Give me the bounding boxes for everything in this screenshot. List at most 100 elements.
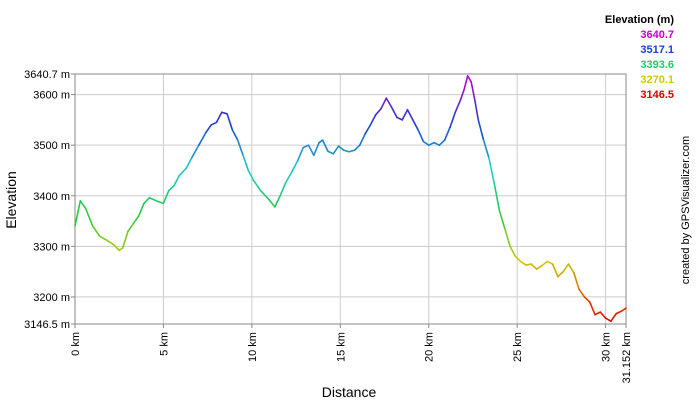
elevation-segment [525, 263, 533, 266]
elevation-segment [541, 260, 549, 267]
elevation-segment [610, 312, 618, 323]
elevation-segment [307, 144, 315, 157]
elevation-segment [374, 107, 382, 116]
y-tick-label: 3300 m [33, 241, 70, 253]
y-axis-ticks: 3640.7 m 3600 m 3500 m 3400 m 3300 m 3200 m 31… [24, 69, 75, 331]
elevation-segment [98, 235, 108, 242]
legend-value: 3517.1 [640, 44, 674, 56]
color-legend: Elevation (m) 3640.7 3517.1 3393.6 3270.1 31… [605, 13, 674, 103]
elevation-segment [332, 145, 340, 155]
elevation-segment [205, 124, 212, 134]
elevation-segment [433, 141, 441, 146]
elevation-segment [132, 215, 140, 225]
elevation-line [74, 75, 627, 323]
elevation-segment [291, 159, 299, 172]
elevation-segment [226, 113, 234, 131]
elevation-segment [406, 108, 414, 121]
elevation-segment [252, 179, 262, 192]
elevation-segment [364, 124, 372, 135]
elevation-segment [91, 225, 101, 238]
elevation-segment [178, 167, 188, 177]
elevation-segment [459, 88, 465, 101]
legend-value: 3146.5 [640, 89, 674, 101]
elevation-segment [604, 317, 612, 323]
elevation-segment [137, 202, 145, 217]
elevation-segment [198, 131, 207, 146]
elevation-segment [343, 149, 350, 153]
elevation-segment [422, 140, 430, 146]
elevation-segment [551, 263, 559, 278]
elevation-segment [567, 263, 575, 274]
elevation-segment [185, 157, 193, 169]
elevation-segment [247, 169, 255, 182]
y-axis-label: Elevation [3, 171, 19, 229]
elevation-segment [546, 260, 554, 265]
elevation-segment [498, 210, 506, 230]
x-axis-ticks: 0 km 5 km 10 km 15 km 20 km 25 km 30 km 31.152 … [70, 324, 633, 383]
elevation-segment [557, 270, 564, 278]
elevation-segment [173, 174, 181, 187]
elevation-segment [113, 244, 121, 252]
elevation-segment [79, 200, 87, 210]
elevation-segment [493, 182, 501, 212]
elevation-segment [438, 139, 446, 146]
elevation-segment [84, 207, 94, 227]
elevation-segment [578, 288, 586, 298]
legend-value: 3640.7 [640, 29, 674, 41]
elevation-segment [401, 108, 409, 121]
x-tick-label: 31.152 km [621, 332, 633, 383]
elevation-segment [358, 133, 366, 146]
elevation-segment [327, 150, 335, 155]
elevation-segment [231, 129, 239, 141]
legend-entries: 3640.7 3517.1 3393.6 3270.1 3146.5 [605, 28, 674, 103]
elevation-segment [274, 194, 281, 208]
y-tick-label: 3200 m [33, 292, 70, 304]
y-tick-label: 3640.7 m [24, 69, 70, 81]
elevation-segment [599, 311, 607, 319]
elevation-segment [106, 239, 115, 246]
elevation-segment [337, 145, 345, 152]
y-tick-label: 3600 m [33, 90, 70, 102]
elevation-segment [509, 245, 517, 258]
y-tick-label: 3400 m [33, 191, 70, 203]
elevation-segment [466, 75, 472, 83]
elevation-segment [427, 141, 435, 146]
elevation-segment [302, 144, 310, 149]
elevation-segment [620, 307, 627, 312]
legend-value: 3270.1 [640, 74, 674, 86]
elevation-segment [412, 119, 419, 131]
elevation-segment [221, 111, 228, 115]
elevation-segment [210, 121, 218, 126]
elevation-segment [284, 169, 294, 184]
elevation-segment [488, 157, 495, 184]
elevation-segment [215, 111, 223, 124]
elevation-segment [148, 196, 158, 202]
x-tick-label: 20 km [424, 332, 436, 362]
elevation-segment [321, 139, 329, 153]
elevation-segment [514, 255, 522, 263]
x-tick-label: 5 km [158, 332, 170, 356]
elevation-segment [353, 144, 361, 152]
elevation-segment [279, 182, 287, 197]
elevation-segment [443, 126, 451, 141]
elevation-segment [473, 98, 480, 121]
plot-frame [74, 73, 627, 325]
elevation-segment [348, 149, 356, 153]
elevation-segment [266, 197, 276, 208]
elevation-segment [417, 129, 425, 143]
elevation-segment [385, 97, 393, 109]
x-tick-label: 25 km [512, 332, 524, 362]
grid [75, 74, 626, 324]
elevation-segment [463, 75, 469, 91]
elevation-segment [369, 114, 377, 126]
elevation-segment [504, 227, 511, 248]
elevation-segment [127, 222, 135, 232]
elevation-segment [470, 81, 476, 101]
elevation-segment [583, 296, 591, 303]
elevation-segment [167, 184, 175, 192]
elevation-segment [312, 141, 320, 157]
elevation-segment [454, 98, 462, 114]
elevation-segment [396, 116, 404, 121]
credit-text: created by GPSVisualizer.com [680, 135, 692, 285]
